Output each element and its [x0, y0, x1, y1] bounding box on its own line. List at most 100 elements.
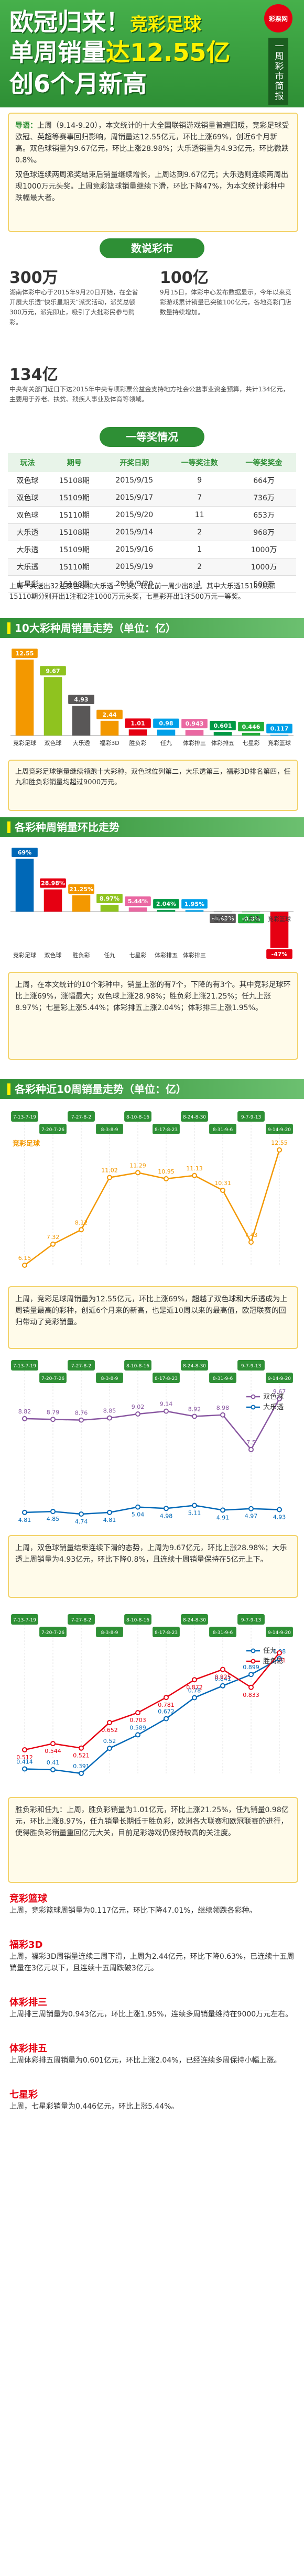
value-label: 0.943 [186, 720, 204, 727]
point [22, 1747, 27, 1753]
point [220, 1667, 225, 1672]
point [164, 1695, 169, 1701]
value-label: 7.32 [47, 1234, 60, 1241]
value-label: 9.02 [132, 1404, 145, 1410]
title-line: 单周销量达12.55亿 [9, 38, 231, 67]
table-cell: 七星彩 [8, 575, 48, 593]
value-label: 0.872 [186, 1684, 203, 1691]
x-tick-label: 胜负彩 [73, 951, 90, 959]
x-tick-label: 9-14-9-20 [268, 1630, 291, 1636]
point [22, 1416, 27, 1421]
table-cell: 双色球 [8, 506, 48, 524]
point [50, 1417, 56, 1422]
x-tick-label: 双色球 [45, 739, 62, 747]
value-label: 5.11 [188, 1509, 201, 1516]
x-tick-label: 大乐透 [243, 915, 260, 923]
table-cell: 大乐透 [8, 558, 48, 576]
table-cell: 1000万 [232, 558, 296, 576]
point [107, 1746, 112, 1751]
point [277, 1650, 282, 1656]
x-label-bg [237, 1614, 265, 1625]
x-tick-label: 七星彩 [129, 952, 147, 959]
value-label: 9.14 [160, 1401, 173, 1408]
value-label: -0.63% [212, 915, 234, 922]
x-tick-label: 8-17-8-23 [155, 1127, 178, 1133]
table-cell: 15108期 [47, 523, 102, 541]
x-label-bg [124, 1111, 151, 1122]
value-label: 1.01 [131, 720, 145, 727]
table-cell: 968万 [232, 523, 296, 541]
x-tick-label: 8-10-8-16 [126, 1115, 149, 1120]
header: 欧冠归来！竞彩足球 单周销量达12.55亿 创6个月新高 彩票网 一周彩市简报 [0, 0, 304, 107]
x-tick-label: 7-27-8-2 [71, 1618, 91, 1623]
x-label-bg [266, 1627, 293, 1637]
x-tick-label: 8-24-8-30 [183, 1618, 206, 1623]
analysis-title: 体彩排五 [9, 2043, 47, 2054]
value-label: 7.43 [245, 1232, 258, 1238]
x-tick-label: 大乐透 [73, 739, 90, 747]
table-cell: 双色球 [8, 489, 48, 507]
value-label-bg [238, 721, 264, 731]
x-label-bg [11, 1360, 38, 1371]
chart: 7-13-7-19 7-20-7-26 7-27-8-2 8-3-8-9 8-10-8-… [11, 1360, 293, 1525]
point [107, 1720, 112, 1726]
chart-note: 上周，在本文统计的10个彩种中，销量上涨的有7个，下降的有3个。其中竞彩足球环比… [8, 972, 298, 1060]
table-cell: 664万 [232, 472, 296, 489]
value-label: 4.93 [74, 696, 88, 703]
point [50, 1509, 56, 1515]
value-label: 0.589 [129, 1724, 146, 1731]
analysis-item: 竞彩篮球 上周，竞彩篮球周销量为0.117亿元，环比下降47.01%，继续领跌各彩… [9, 1891, 295, 1916]
bar [72, 706, 91, 736]
value-label: 4.97 [245, 1513, 258, 1520]
value-label: 0.98 [159, 720, 173, 727]
table-cell: 500万 [232, 575, 296, 593]
x-label-bg [68, 1614, 95, 1625]
x-tick-label: 8-10-8-16 [126, 1364, 149, 1369]
x-label-bg [68, 1360, 95, 1371]
point [277, 1507, 282, 1512]
point [192, 1413, 197, 1419]
bar [270, 912, 289, 948]
value-label: 0.414 [16, 1758, 33, 1765]
value-label-bg [153, 718, 179, 728]
intro-text: 上周（9.14-9.20），本文统计的十大全国联销游戏销量普遍回暖，竞彩足球受欧… [15, 122, 289, 165]
analysis-item: 福彩3D 上周，福彩3D周销量连续三周下滑，上周为2.44亿元，环比下降0.63%… [9, 1937, 295, 1974]
x-tick-label: 7-20-7-26 [41, 1376, 64, 1382]
value-label: 4.81 [103, 1517, 116, 1523]
value-label: 2.44 [102, 711, 116, 718]
table-cell: 2015/9/20 [101, 575, 168, 593]
x-label-bg [96, 1124, 123, 1134]
series-label: 竞彩足球 [13, 1139, 40, 1148]
value-label: 28.98% [41, 880, 65, 887]
x-tick-label: 竞彩篮球 [268, 739, 291, 747]
x-tick-label: 7-20-7-26 [41, 1630, 64, 1636]
news-item: 100亿 9月15日，体彩中心发布数据显示，今年以来竞彩游戏累计销量已突破100… [160, 265, 294, 317]
value-label: 8.85 [103, 1408, 116, 1415]
value-label-bg [40, 878, 66, 888]
value-label: 0.781 [158, 1702, 175, 1708]
x-label-bg [124, 1360, 151, 1371]
x-label-bg [209, 1124, 236, 1134]
intro-lead: 导语： [15, 122, 37, 130]
analysis-text: 上周体彩排五周销量为0.601亿元，环比上涨2.04%，已经连续多周保持小幅上涨… [9, 2056, 281, 2065]
bar [157, 729, 176, 736]
chart: 69% 竞彩足球 28.98% 双色球 21.25% 胜负彩 8.97% 任九 5.44% 七星彩… [10, 848, 294, 959]
x-tick-label: 8-31-9-6 [213, 1127, 233, 1133]
chart-note: 上周，双色球销量结束连续下滑的态势，上周为9.67亿元，环比上涨28.98%；大… [8, 1535, 298, 1598]
table-cell: 大乐透 [8, 541, 48, 558]
point [22, 1263, 27, 1268]
point [50, 1741, 56, 1747]
chart: 12.55 竞彩足球 9.67 双色球 4.93 大乐透 2.44 福彩3D 1.01 胜负彩 0.… [10, 649, 294, 747]
x-tick-label: 8-24-8-30 [183, 1115, 206, 1120]
x-label-bg [237, 1360, 265, 1371]
series-line [24, 1652, 280, 1751]
table-cell: 2015/9/15 [101, 472, 168, 489]
intro: 导语：上周（9.14-9.20），本文统计的十大全国联销游戏销量普遍回暖，竞彩足… [8, 113, 298, 232]
value-label: 0.78 [188, 1687, 201, 1694]
value-label: 12.55 [271, 1139, 288, 1146]
intro-paragraph: 导语：上周（9.14-9.20），本文统计的十大全国联销游戏销量普遍回暖，竞彩足… [15, 120, 291, 166]
point [192, 1695, 197, 1701]
table-cell: 2015/9/19 [101, 558, 168, 576]
value-label: 8.12 [75, 1219, 88, 1226]
